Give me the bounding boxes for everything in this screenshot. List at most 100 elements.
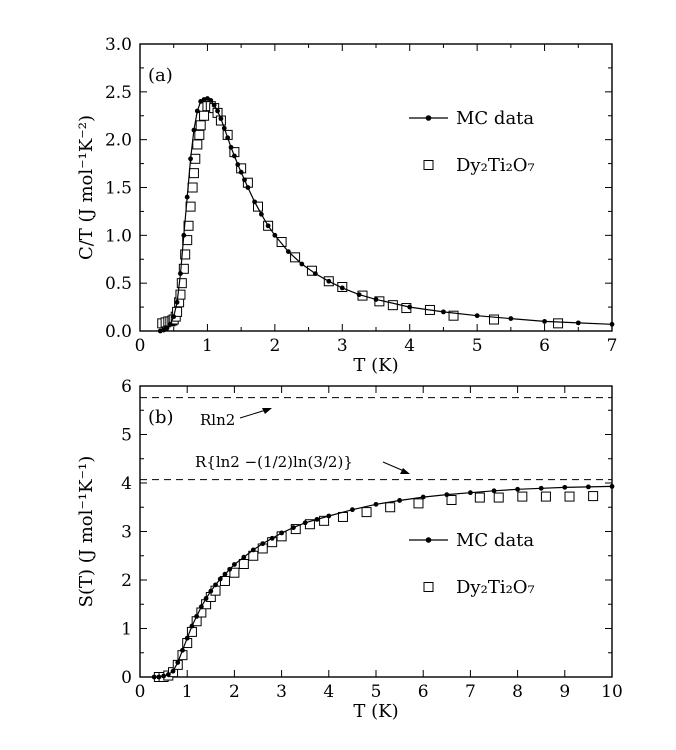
data-point-dot [279,530,284,536]
data-point-dot [178,271,183,276]
data-point-dot [174,299,180,305]
data-point-dot [326,513,332,519]
y-tick-label: 5 [121,426,132,446]
panel-label-a: (a) [148,65,173,86]
data-point-square [564,491,575,502]
data-point-dot [302,520,308,526]
data-marks-b [151,483,615,682]
data-point-dot [258,211,264,217]
data-point-square [474,492,485,503]
data-point-square [178,263,189,274]
x-tick-label: 0 [135,682,146,702]
data-point-square [337,511,348,522]
panel-b-chart: 0 1 2 3 4 5 6 7 8 9 10 0 1 2 3 4 5 6 (b) T (K) S(T) (J mo… [76,377,623,722]
y-tick-label: 2.5 [105,83,132,103]
data-point-dot [397,498,402,503]
legend-a: MC data Dy₂Ti₂O₇ [409,108,535,176]
arrow-rln2 [239,409,267,419]
y-tick-label: 1 [121,620,132,640]
data-point-dot [265,223,271,229]
data-point-dot [420,494,426,500]
legend-label-dy-a: Dy₂Ti₂O₇ [456,155,535,176]
data-point-square [493,492,504,503]
data-point-dot [609,483,615,489]
data-point-square [175,289,186,300]
data-point-dot [609,321,615,327]
data-point-dot [194,108,200,114]
x-tick-label: 1 [182,682,193,702]
data-point-dot [314,516,320,522]
data-point-dot [232,562,237,567]
data-point-square [540,491,551,502]
data-point-dot [238,169,244,175]
data-point-square [188,168,199,179]
y-tick-label: 0 [121,668,132,688]
x-tick-label: 8 [512,682,523,702]
arrowhead-residual-entropy [400,468,410,474]
data-point-dot [189,623,195,629]
x-tick-label: 4 [323,682,334,702]
data-point-dot [326,278,332,284]
data-point-square [195,120,206,131]
data-point-dot [474,313,480,319]
data-point-dot [373,297,379,302]
x-tick-label: 9 [559,682,570,702]
data-point-dot [217,576,223,582]
data-point-square [199,110,210,121]
data-point-dot [184,194,190,200]
data-point-dot [165,672,171,677]
data-point-dot [350,507,355,513]
y-tick-label: 4 [121,474,132,494]
x-tick-label: 2 [269,336,280,356]
data-point-square [238,558,249,569]
data-marks-a [157,96,615,334]
data-point-square [448,310,459,321]
data-point-dot [441,309,446,315]
data-point-dot [538,485,544,491]
data-point-dot [252,199,258,205]
data-point-dot [184,635,190,641]
data-point-square [229,567,240,578]
data-point-square [517,491,528,502]
legend-label-dy-b: Dy₂Ti₂O₇ [456,577,535,598]
data-point-dot [260,541,266,547]
legend-dot-sample-b [425,537,432,543]
data-point-square [489,314,499,325]
data-point-dot [175,660,181,665]
data-point-dot [491,488,497,494]
data-point-dot [225,135,231,141]
y-tick-label: 0.5 [105,274,132,294]
data-point-dot [203,596,209,601]
data-point-square [553,318,564,329]
x-tick-label: 4 [404,336,415,356]
panel-a-chart: 0 1 2 3 4 5 6 70.00.51.01.52.02.53.0 (a) T (K) … [76,35,617,376]
data-point-dot [151,674,157,680]
plot-frame-b [139,385,613,678]
x-tick-label: 3 [276,682,287,702]
data-point-dot [218,116,224,122]
data-point-dot [586,484,591,490]
data-point-square [176,278,187,289]
data-point-dot [227,566,233,572]
y-tick-label: 2.0 [105,131,132,151]
data-point-square [319,515,330,526]
data-point-dot [508,316,514,321]
y-axis-label-b: S(T) (J mol⁻¹K⁻¹) [76,456,97,608]
data-point-dot [291,525,296,531]
data-point-dot [208,98,214,103]
legend-label-mc-a: MC data [456,108,534,129]
data-point-dot [339,285,345,291]
data-point-square [253,201,263,212]
x-tick-label: 6 [418,682,429,702]
y-tick-label: 1.0 [105,226,132,246]
data-point-dot [575,320,581,326]
data-point-dot [407,304,413,310]
axis-ticks-b: 0 1 2 3 4 5 6 7 8 9 10 0 1 2 3 4 5 6 [121,377,623,702]
x-axis-label-a: T (K) [353,355,398,376]
data-point-dot [444,492,450,498]
arrow-residual-entropy [382,461,405,472]
data-point-dot [241,554,247,560]
data-point-square [192,139,203,150]
data-point-square [588,491,599,502]
